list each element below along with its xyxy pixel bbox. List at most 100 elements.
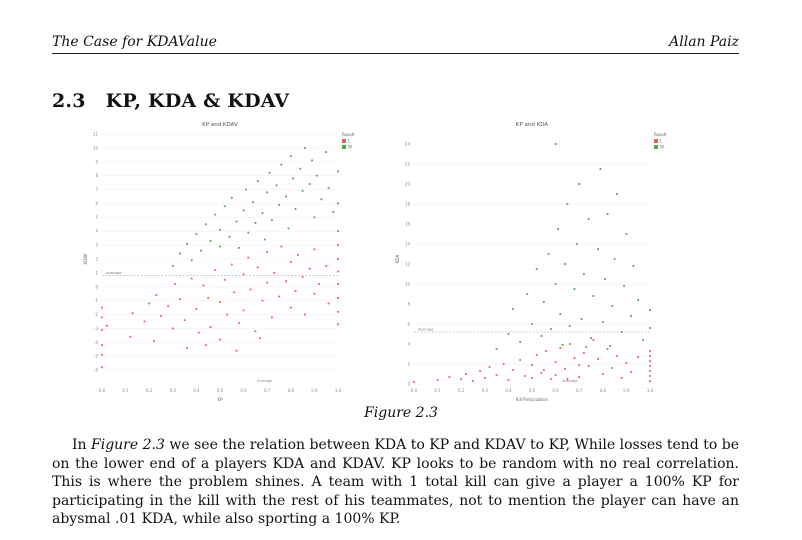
- y-tick-label: 9: [95, 159, 98, 164]
- loss-point: [195, 308, 198, 310]
- y-tick-label: 10: [93, 145, 99, 150]
- win-point: [315, 174, 318, 177]
- y-tick-label: 4: [95, 229, 98, 234]
- y-tick-label: 12: [405, 262, 411, 267]
- chart-title: KP and KDAV: [202, 122, 238, 128]
- loss-point: [592, 339, 595, 341]
- loss-point: [564, 368, 566, 370]
- x-tick-label: 0.6: [552, 388, 559, 393]
- loss-point: [153, 340, 155, 342]
- loss-point: [167, 305, 169, 308]
- win-point: [178, 252, 181, 255]
- x-tick-label: 0.7: [264, 388, 271, 393]
- y-tick-label: 11: [93, 132, 99, 137]
- loss-point: [337, 323, 339, 326]
- win-point: [599, 168, 602, 170]
- figure-caption: Figure 2.3: [364, 405, 438, 421]
- average-label: Average: [562, 378, 578, 383]
- loss-point: [249, 288, 252, 291]
- win-point: [564, 263, 566, 265]
- y-tick-label: 0: [407, 382, 410, 387]
- legend-swatch: [342, 139, 346, 143]
- win-point: [559, 313, 562, 315]
- loss-point: [318, 283, 321, 285]
- y-tick-label: 8: [407, 302, 410, 307]
- win-point: [230, 196, 233, 199]
- win-point: [585, 346, 588, 348]
- loss-point: [472, 380, 474, 382]
- loss-point: [535, 354, 538, 356]
- loss-point: [483, 377, 486, 379]
- header-title: The Case for KDAValue: [52, 34, 217, 50]
- loss-point: [649, 375, 651, 377]
- win-point: [531, 323, 533, 325]
- x-tick-label: 0.3: [482, 388, 489, 393]
- y-tick-label: -4: [94, 340, 98, 345]
- loss-point: [183, 319, 186, 322]
- win-point: [204, 223, 207, 226]
- y-axis-label: KDA: [395, 255, 400, 264]
- y-tick-label: 2: [95, 257, 98, 262]
- win-point: [616, 193, 618, 195]
- legend-swatch: [654, 139, 658, 143]
- loss-point: [105, 324, 108, 327]
- loss-point: [155, 294, 158, 297]
- loss-point: [174, 283, 177, 285]
- loss-point: [649, 365, 651, 367]
- loss-point: [280, 245, 283, 248]
- loss-point: [289, 306, 292, 309]
- win-point: [590, 337, 592, 339]
- win-point: [597, 248, 599, 250]
- win-point: [325, 151, 328, 153]
- loss-point: [625, 362, 628, 364]
- loss-point: [101, 366, 103, 369]
- win-point: [611, 305, 614, 307]
- loss-point: [223, 278, 226, 281]
- y-tick-label: 14: [405, 242, 411, 247]
- loss-point: [545, 350, 548, 352]
- y-tick-label: -3: [94, 326, 98, 331]
- y-tick-label: 3: [95, 243, 98, 248]
- win-point: [535, 268, 538, 270]
- loss-point: [148, 302, 151, 305]
- loss-point: [448, 376, 451, 378]
- win-point: [649, 327, 651, 329]
- loss-point: [531, 377, 533, 379]
- x-tick-label: 1.0: [647, 388, 654, 393]
- loss-point: [289, 260, 292, 263]
- loss-point: [204, 344, 207, 347]
- loss-point: [616, 355, 618, 357]
- win-point: [271, 219, 273, 222]
- section-title: KP, KDA & KDAV: [105, 90, 290, 112]
- win-point: [649, 309, 651, 311]
- win-point: [512, 308, 515, 310]
- legend-label: L: [348, 139, 351, 144]
- loss-point: [304, 313, 306, 316]
- loss-point: [337, 283, 339, 285]
- loss-point: [178, 298, 181, 301]
- loss-point: [649, 355, 651, 357]
- loss-point: [540, 372, 543, 374]
- x-tick-label: 0.5: [529, 388, 536, 393]
- loss-point: [294, 290, 297, 292]
- average-label: Average: [106, 270, 122, 275]
- win-point: [540, 335, 543, 337]
- loss-point: [597, 358, 599, 360]
- loss-point: [436, 379, 439, 381]
- win-point: [289, 155, 292, 158]
- loss-point: [143, 320, 146, 323]
- win-point: [601, 321, 604, 323]
- y-tick-label: 18: [405, 202, 411, 207]
- loss-point: [259, 337, 262, 340]
- win-point: [632, 265, 635, 267]
- y-tick-label: 1: [95, 270, 98, 275]
- loss-point: [531, 364, 533, 366]
- loss-point: [207, 296, 210, 299]
- loss-point: [209, 326, 212, 328]
- loss-point: [313, 292, 316, 295]
- section-number: 2.3: [52, 90, 86, 112]
- loss-point: [202, 284, 205, 287]
- win-point: [254, 221, 257, 224]
- win-point: [287, 227, 290, 230]
